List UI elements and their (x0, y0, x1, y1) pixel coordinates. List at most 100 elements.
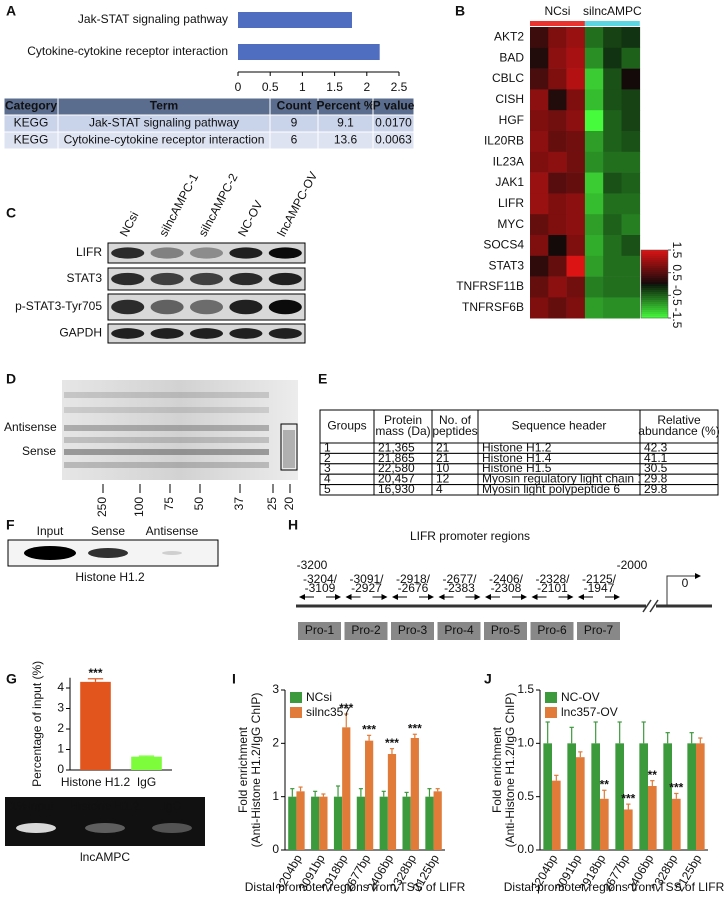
lane-label: 1%Input (10, 799, 55, 813)
bar (648, 786, 657, 850)
panel-label: F (6, 517, 15, 533)
header-text: mass (Da) (375, 424, 430, 438)
lane-label: Sense (91, 524, 125, 538)
region-label: -3204/ (303, 572, 338, 586)
heat-cell (530, 214, 549, 236)
band (88, 548, 128, 558)
x-axis-label: Distal promoter regions from TSS of LIFR (504, 880, 725, 894)
cell-text: KEGG (14, 116, 49, 130)
bar (591, 743, 600, 850)
bar (624, 809, 633, 850)
cell-text: 4 (436, 482, 443, 496)
y-axis-label: Fold enrichment (490, 726, 504, 813)
primer-box (484, 622, 527, 640)
band (268, 328, 302, 339)
bar (552, 780, 561, 850)
band (268, 272, 302, 286)
header-text: abundance (%) (638, 424, 719, 438)
legend-swatch (545, 707, 557, 718)
colorbar-step (641, 300, 668, 303)
cell-text: 3 (324, 461, 331, 475)
bar (238, 44, 380, 60)
region-label: -2101 (537, 581, 568, 595)
y-axis-label: Fold enrichment (236, 726, 250, 813)
bar (356, 796, 365, 850)
marker-label: 100 (132, 497, 146, 517)
heat-cell (566, 276, 586, 298)
cell-text: Myosin light polypeptide 6 (482, 482, 620, 496)
primer-box (530, 622, 574, 640)
row-label: CBLC (492, 71, 524, 85)
band (150, 272, 184, 286)
header-text: Protein (384, 413, 422, 427)
cell-text: 21 (436, 440, 450, 454)
heat-cell (603, 214, 622, 236)
band (85, 823, 125, 833)
colorbar-step (641, 312, 668, 315)
x-tick-label: 1.5 (326, 80, 343, 94)
heat-cell (548, 131, 567, 153)
heat-cell (530, 172, 549, 194)
heat-cell (530, 89, 549, 111)
legend-swatch (545, 692, 557, 703)
legend-label: NCsi (306, 690, 332, 704)
region-label: -3109 (305, 581, 336, 595)
cell-text: 21,365 (378, 440, 415, 454)
row-label: JAK1 (495, 175, 524, 189)
bar (311, 796, 320, 850)
cell-text: 42.3 (644, 440, 668, 454)
y-tick-label: 0 (272, 842, 279, 856)
gel-label: Antisense (4, 420, 57, 434)
heat-cell (621, 297, 641, 319)
y-tick-label: 2 (272, 736, 279, 750)
header-text: Category (5, 99, 57, 113)
significance: *** (339, 701, 353, 715)
heat-cell (530, 151, 549, 173)
gel-band (64, 425, 269, 431)
colorbar-step (641, 266, 668, 269)
y-tick-label: 3 (272, 682, 279, 696)
lane-label: IgG (162, 799, 181, 813)
colorbar-step (641, 304, 668, 307)
cell-text: 1 (324, 440, 331, 454)
row-label: LIFR (498, 196, 524, 210)
lane-label: Histone H1.2 (70, 799, 140, 813)
cell-text: 21 (436, 451, 450, 465)
lane-label: silncAMPC-2 (196, 171, 241, 239)
heat-cell (621, 255, 641, 277)
heat-cell (548, 235, 567, 257)
x-axis-label: Distal promoter regions from TSS of LIFR (245, 880, 466, 894)
heat-cell (530, 193, 549, 215)
cell (639, 484, 719, 496)
heat-cell (530, 68, 549, 90)
heat-cell (584, 89, 604, 111)
break (649, 599, 659, 613)
marker-label: 250 (95, 497, 109, 517)
row-label: AKT2 (494, 30, 524, 44)
bar (131, 756, 162, 770)
heat-cell (548, 110, 567, 132)
cell-text: 0.0170 (375, 116, 412, 130)
colorbar-step (641, 302, 668, 305)
category-label: Cytokine-cytokine receptor interaction (27, 44, 228, 58)
heat-cell (530, 131, 549, 153)
heat-cell (621, 214, 641, 236)
bar (639, 743, 648, 850)
colorbar-step (641, 308, 668, 311)
heat-cell (530, 47, 549, 69)
colorbar-step (641, 264, 668, 267)
heat-cell (584, 47, 604, 69)
cell-text: Jak-STAT signaling pathway (89, 116, 239, 130)
colorbar-step (641, 290, 668, 293)
group-bar (530, 21, 585, 26)
row-label: TNFRSF11B (456, 279, 524, 293)
colorbar-step (641, 256, 668, 259)
cell-text: 29.8 (644, 472, 668, 486)
x-tick-label: 0.5 (262, 80, 279, 94)
row-label: LIFR (76, 245, 102, 259)
band (111, 272, 145, 286)
heat-cell (548, 193, 567, 215)
band (111, 299, 145, 315)
cell-text: 22,580 (378, 461, 415, 475)
heat-cell (548, 47, 567, 69)
